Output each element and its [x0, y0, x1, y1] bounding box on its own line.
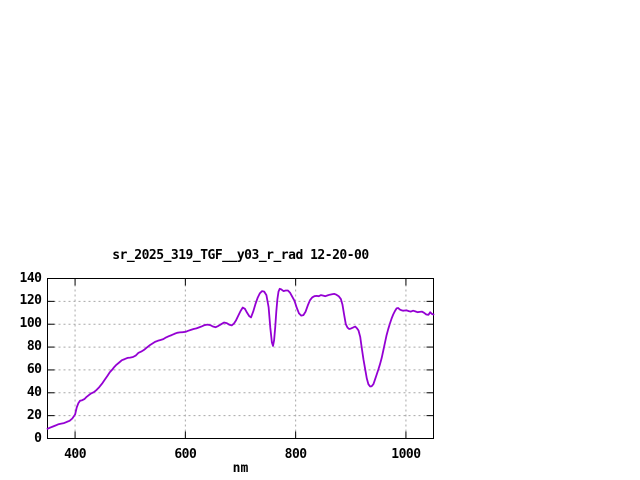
y-tick-label-60: 60 [26, 361, 42, 377]
y-tick-label-100: 100 [19, 316, 42, 332]
y-tick-label-140: 140 [19, 270, 42, 286]
chart-title: sr_2025_319_TGF__y03_r_rad 12-20-00 [112, 248, 369, 263]
axis-frame [47, 278, 434, 439]
x-axis-title: nm [232, 461, 249, 476]
x-tick-label-400: 400 [64, 447, 87, 462]
y-tick-label-120: 120 [19, 293, 42, 309]
y-tick-label-0: 0 [34, 430, 42, 446]
y-tick-label-20: 20 [26, 407, 42, 423]
spectrum-curve [46, 287, 435, 430]
x-tick-label-600: 600 [174, 447, 197, 462]
y-tick-label-80: 80 [26, 339, 42, 355]
x-tick-label-1000: 1000 [391, 447, 421, 462]
axis-ticks [47, 278, 434, 439]
gridlines [48, 279, 433, 438]
y-tick-label-40: 40 [26, 384, 42, 400]
x-tick-label-800: 800 [284, 447, 307, 462]
